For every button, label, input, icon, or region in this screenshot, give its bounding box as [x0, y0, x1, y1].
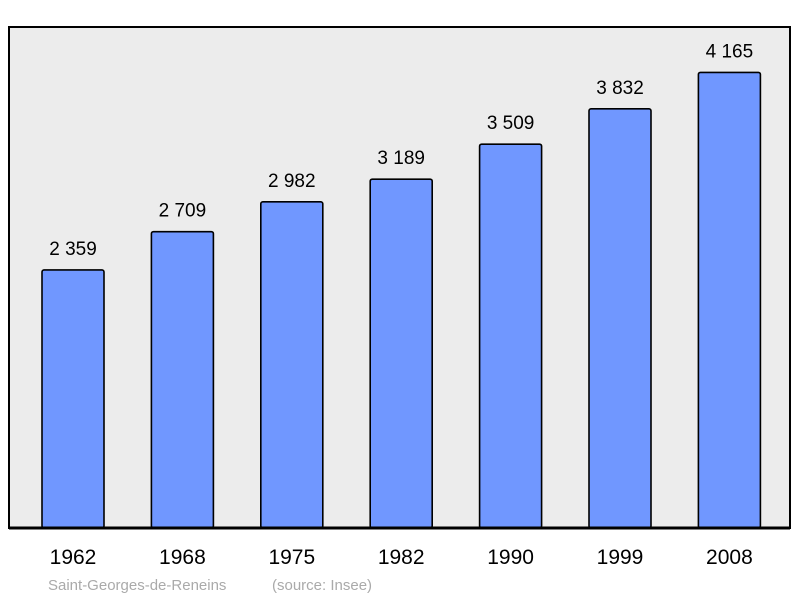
bar-2008: [697, 71, 762, 529]
data-label-1982: 3 189: [377, 148, 425, 169]
x-tick-label-1968: 1968: [159, 546, 206, 569]
data-label-1975: 2 982: [268, 171, 316, 192]
data-label-2008: 4 165: [706, 41, 754, 62]
x-tick-label-1999: 1999: [597, 546, 644, 569]
bar-1968: [150, 230, 215, 529]
data-label-1990: 3 509: [487, 113, 535, 134]
x-tick-label-1990: 1990: [487, 546, 534, 569]
data-label-1962: 2 359: [49, 239, 97, 260]
x-tick-label-1975: 1975: [268, 546, 315, 569]
bar-1962: [41, 269, 105, 529]
footer-source: (source: Insee): [272, 577, 372, 594]
x-tick-label-1982: 1982: [378, 546, 425, 569]
x-tick-label-1962: 1962: [50, 546, 97, 569]
footer-place: Saint-Georges-de-Reneins: [48, 577, 226, 594]
bar-1975: [259, 201, 324, 529]
bar-1990: [478, 143, 543, 529]
data-label-1968: 2 709: [159, 201, 207, 222]
data-label-1999: 3 832: [596, 78, 644, 99]
bar-1982: [369, 178, 434, 529]
x-tick-label-2008: 2008: [706, 546, 753, 569]
bar-1999: [588, 108, 652, 529]
